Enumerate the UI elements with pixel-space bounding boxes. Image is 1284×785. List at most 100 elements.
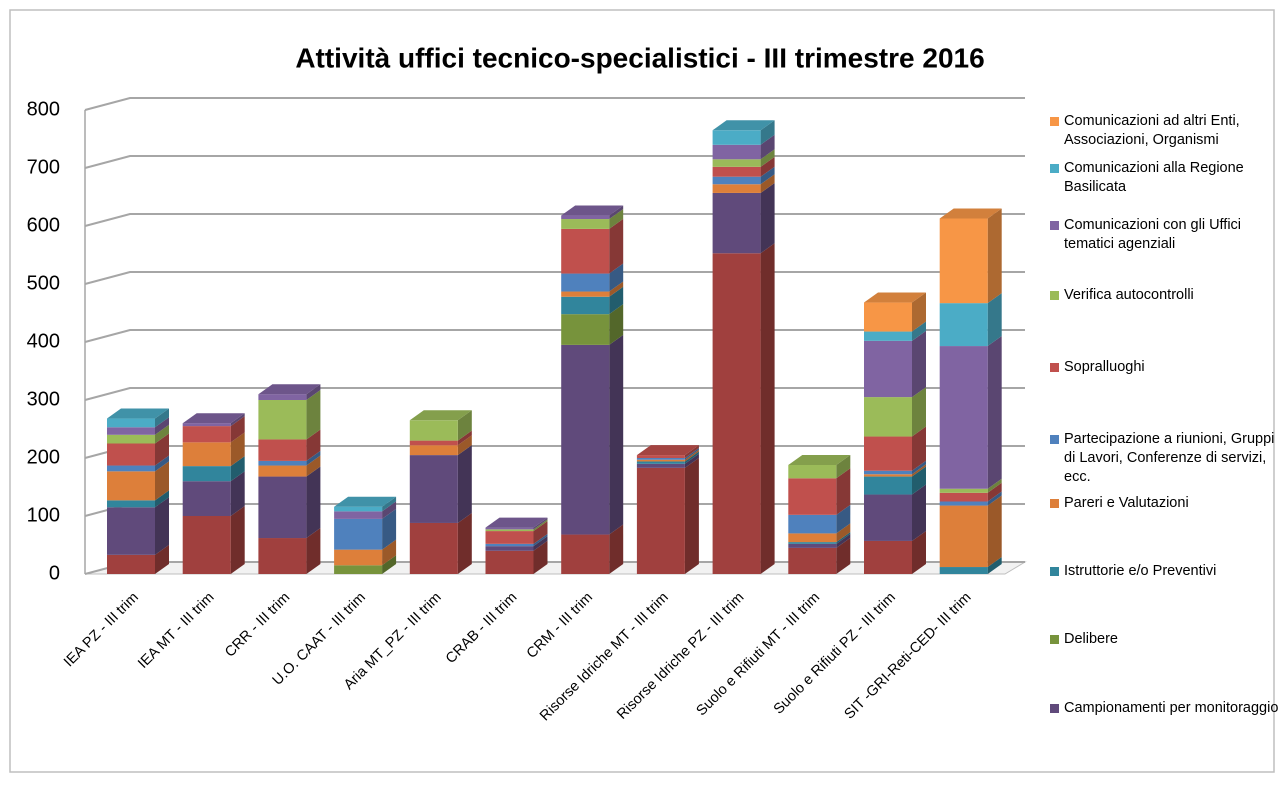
bar-top [409, 410, 472, 421]
legend-item: Comunicazioni con gli Uffici tematici ag… [1050, 216, 1282, 254]
bar-side [836, 504, 851, 534]
bar-side [609, 218, 624, 274]
bar-side [533, 533, 548, 547]
bar-side [609, 209, 624, 229]
bar-segment [409, 420, 458, 441]
bar-segment [939, 303, 988, 347]
legend-label: Delibere [1064, 631, 1118, 647]
bar-side [912, 464, 926, 477]
bar-side [609, 281, 624, 297]
bar-segment [939, 492, 988, 502]
bar-side [155, 490, 169, 508]
bar-segment [107, 507, 155, 555]
bar-side [912, 484, 926, 541]
legend-item: Pareri e Valutazioni [1050, 494, 1282, 513]
bar-segment [939, 218, 988, 304]
bar-side [912, 460, 926, 475]
bar-side [987, 478, 1002, 493]
bar-segment [107, 500, 155, 508]
bar-top [712, 120, 775, 131]
bar-segment [939, 505, 988, 568]
bar-side [457, 435, 472, 456]
bar-segment [182, 516, 231, 574]
bar-side [382, 508, 397, 550]
chart-frame [9, 9, 1275, 773]
grid-line [84, 97, 1025, 111]
bar-segment [485, 529, 534, 532]
legend-swatch [1050, 363, 1059, 372]
y-tick-label: 0 [49, 562, 60, 584]
bar-side [836, 532, 851, 544]
bar-side [987, 208, 1002, 304]
bar-side [609, 334, 624, 535]
bar-top [258, 384, 321, 395]
bar-segment [712, 253, 761, 574]
bar-segment [258, 439, 307, 461]
legend-swatch [1050, 117, 1059, 126]
bar-side [609, 205, 624, 220]
bar-side [609, 263, 624, 292]
legend-label: Campionamenti per monitoraggio [1064, 700, 1279, 716]
bar-side [457, 410, 472, 441]
bar-side [230, 416, 245, 443]
bar-segment [712, 159, 761, 167]
bar-side [533, 540, 548, 574]
bar-top [334, 496, 397, 507]
bar-side [457, 512, 472, 574]
bar-side [609, 304, 624, 345]
bar-segment [485, 546, 534, 551]
bar-side [760, 134, 775, 160]
bar-segment [636, 461, 685, 464]
bar-segment [561, 219, 610, 229]
bar-side [155, 417, 169, 435]
y-tick-label: 200 [27, 446, 60, 468]
bar-segment [864, 340, 912, 398]
bar-side [230, 506, 245, 574]
bar-segment [712, 184, 761, 193]
bar-side [760, 166, 775, 185]
bar-side [836, 533, 851, 548]
bar-side [155, 461, 169, 501]
bar-side [306, 384, 321, 400]
bar-side [382, 539, 397, 566]
legend-swatch [1050, 291, 1059, 300]
bar-segment [636, 463, 685, 468]
bar-segment [334, 565, 383, 574]
bar-top [788, 454, 851, 465]
bar-segment [561, 215, 610, 220]
bar-side [533, 519, 548, 532]
bar-side [760, 182, 775, 254]
bar-segment [939, 501, 988, 506]
legend-swatch [1050, 435, 1059, 444]
bar-segment [864, 397, 912, 437]
bar-side [609, 524, 624, 574]
y-tick-label: 400 [27, 330, 60, 352]
bar-side [760, 120, 775, 145]
legend-item: Comunicazioni ad altri Enti, Associazion… [1050, 112, 1282, 150]
bar-side [912, 387, 926, 437]
bar-side [912, 426, 926, 471]
legend-label: Verifica autocontrolli [1064, 287, 1194, 303]
bar-side [306, 450, 321, 466]
bar-segment [258, 476, 307, 539]
bar-segment [939, 567, 988, 574]
bar-side [912, 466, 926, 495]
y-tick-label: 700 [27, 156, 60, 178]
bar-segment [409, 445, 458, 456]
bar-side [609, 286, 624, 315]
legend-swatch [1050, 499, 1059, 508]
bar-segment [788, 478, 837, 515]
bar-segment [409, 522, 458, 574]
bar-side [684, 451, 699, 464]
legend-item: Sopralluoghi [1050, 358, 1282, 377]
bar-segment [636, 459, 685, 462]
bar-side [836, 537, 851, 574]
chart-title: Attività uffici tecnico-specialistici - … [295, 42, 984, 73]
bar-segment [561, 291, 610, 297]
bar-side [912, 292, 926, 332]
bar-side [987, 293, 1002, 347]
bar-side [912, 321, 926, 341]
bar-side [230, 456, 245, 482]
bar-segment [864, 436, 912, 471]
